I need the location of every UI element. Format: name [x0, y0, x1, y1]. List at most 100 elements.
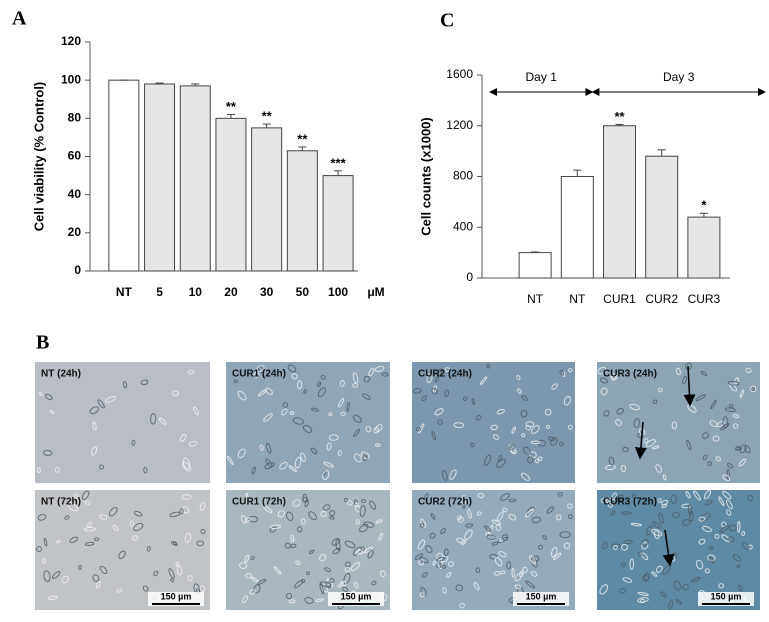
cell — [516, 388, 522, 394]
cell — [686, 439, 692, 451]
cell — [465, 523, 474, 528]
cell — [718, 583, 725, 589]
scale-bar-label: 150 µm — [341, 591, 372, 601]
cell — [737, 520, 741, 533]
cell — [285, 511, 294, 521]
cell — [116, 588, 123, 593]
cell — [529, 555, 536, 565]
cell — [374, 365, 385, 372]
cell — [420, 586, 427, 596]
x-tick-label: CUR1 — [603, 292, 636, 306]
cell — [379, 570, 386, 578]
x-tick-label: 30 — [260, 285, 274, 299]
cell — [342, 586, 349, 593]
error-bar — [334, 170, 343, 176]
y-tick-label: 0 — [74, 263, 81, 277]
cell — [343, 572, 351, 585]
cell — [538, 544, 543, 550]
cell — [237, 448, 246, 459]
cell — [741, 541, 750, 550]
cell — [460, 539, 467, 545]
cell — [56, 539, 61, 544]
significance-label: ** — [614, 109, 625, 124]
cell — [502, 507, 508, 513]
cell — [105, 396, 116, 403]
cell — [436, 556, 446, 562]
cell — [81, 490, 90, 500]
cell — [545, 424, 551, 429]
cell — [171, 540, 177, 546]
cell — [153, 570, 159, 577]
cell — [131, 439, 136, 446]
cell — [490, 424, 498, 431]
cell — [437, 419, 443, 425]
cell — [597, 366, 607, 375]
cell — [479, 376, 488, 385]
y-tick-label: 40 — [68, 187, 82, 201]
significance-label: ** — [262, 108, 273, 123]
cell — [343, 497, 349, 503]
cell — [43, 537, 48, 547]
cell — [621, 511, 632, 515]
cell — [637, 551, 643, 557]
micrograph: CUR3 (24h) — [597, 362, 760, 483]
cell — [657, 498, 662, 503]
cell — [417, 539, 426, 550]
cell — [38, 392, 43, 396]
cell — [350, 561, 361, 572]
cell — [315, 598, 325, 602]
cell — [623, 539, 634, 545]
cell — [303, 389, 307, 394]
cell — [99, 514, 108, 520]
cell — [444, 367, 450, 373]
cell — [500, 570, 506, 575]
cell — [244, 554, 250, 563]
cell — [629, 403, 640, 411]
cell — [357, 549, 364, 555]
cell — [250, 555, 255, 561]
cell — [344, 540, 356, 549]
cell — [328, 412, 333, 417]
cell — [265, 387, 273, 395]
bar — [179, 85, 211, 272]
cell — [562, 371, 566, 377]
micrograph-image — [226, 362, 390, 483]
cell — [112, 524, 119, 532]
cell — [475, 567, 481, 574]
scale-bar-box — [328, 592, 384, 606]
cell — [486, 363, 490, 369]
error-bar — [657, 149, 666, 157]
cell — [264, 462, 275, 470]
error-bar — [262, 123, 271, 128]
cell — [693, 490, 701, 501]
cell — [45, 393, 53, 401]
micrograph-label: NT (72h) — [41, 497, 81, 508]
cell — [288, 599, 296, 604]
cell — [456, 537, 466, 544]
cell — [494, 556, 503, 567]
cell — [701, 525, 712, 533]
cell — [522, 566, 528, 574]
y-tick-label: 100 — [61, 72, 81, 86]
cell — [329, 515, 335, 520]
cell — [682, 583, 689, 591]
cell — [467, 508, 472, 519]
cell — [741, 531, 746, 536]
cell — [346, 401, 350, 412]
cell — [525, 508, 535, 518]
cell — [645, 439, 656, 448]
cell — [193, 406, 199, 416]
cell — [610, 373, 618, 381]
cell — [510, 448, 516, 455]
cell — [431, 430, 436, 441]
scale-bar-label: 150 µm — [526, 591, 557, 601]
cell — [660, 499, 669, 506]
x-tick-label: NT — [569, 292, 586, 306]
cell — [257, 578, 267, 585]
cell — [640, 552, 649, 561]
cell — [638, 428, 646, 436]
cell — [97, 399, 105, 409]
cell — [444, 389, 450, 398]
cell — [526, 506, 535, 517]
cell — [89, 406, 99, 415]
